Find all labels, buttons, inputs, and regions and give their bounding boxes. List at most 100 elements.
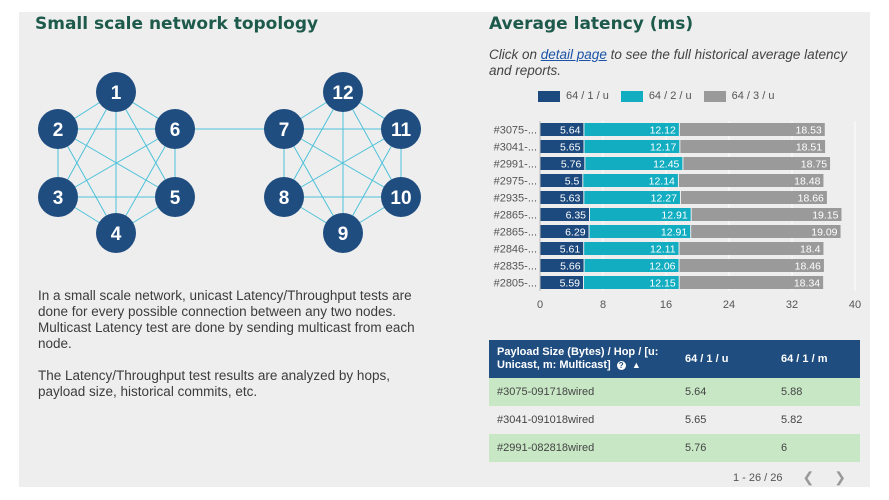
x-tick-label: 16 bbox=[660, 299, 672, 311]
data-label: 18.75 bbox=[801, 159, 827, 171]
latency-table: Payload Size (Bytes) / Hop / [u: Unicast… bbox=[489, 340, 860, 462]
topology-node bbox=[155, 109, 195, 149]
y-tick-label: #2805-... bbox=[494, 278, 537, 290]
data-label: 12.45 bbox=[653, 159, 679, 171]
table-cell: 6 bbox=[781, 442, 788, 454]
x-tick-label: 24 bbox=[723, 299, 735, 311]
topology-edge bbox=[283, 128, 402, 198]
legend-label-2: 64 / 2 / u bbox=[648, 90, 692, 102]
bar-segment bbox=[679, 123, 825, 136]
data-label: 12.91 bbox=[661, 227, 687, 239]
bar-segment bbox=[540, 174, 583, 187]
topology-node-label: 11 bbox=[391, 120, 412, 141]
topology-node bbox=[323, 72, 363, 112]
table-cell: 5.65 bbox=[685, 414, 707, 426]
data-label: 6.29 bbox=[565, 227, 586, 239]
x-tick-label: 32 bbox=[786, 299, 798, 311]
legend-label-1: 64 / 1 / u bbox=[566, 90, 609, 102]
bar-segment bbox=[540, 225, 589, 238]
table-row[interactable]: #2991-082818wired 5.76 6 bbox=[489, 434, 860, 462]
column-header-payload[interactable]: Payload Size (Bytes) / Hop / [u: Unicast… bbox=[489, 346, 677, 372]
topology-node bbox=[96, 72, 136, 112]
bar-segment bbox=[583, 174, 678, 187]
description-paragraph-1: In a small scale network, unicast Latenc… bbox=[38, 288, 415, 351]
topology-node bbox=[155, 177, 195, 217]
data-label: 19.15 bbox=[812, 210, 838, 222]
bar-segment bbox=[691, 225, 841, 238]
y-tick-label: #2865-... bbox=[494, 227, 537, 239]
topology-node-label: 8 bbox=[279, 188, 290, 209]
intro-text: Click on detail page to see the full his… bbox=[489, 47, 864, 79]
bar-segment bbox=[683, 157, 831, 170]
legend-item-series-2[interactable]: 64 / 2 / u bbox=[620, 90, 692, 102]
data-label: 12.06 bbox=[649, 261, 675, 273]
legend-item-series-3[interactable]: 64 / 3 / u bbox=[703, 90, 775, 102]
table-cell: 5.64 bbox=[685, 386, 707, 398]
topology-node-label: 10 bbox=[390, 188, 411, 209]
next-page-icon[interactable]: ❯ bbox=[834, 469, 847, 485]
bar-segment bbox=[584, 276, 679, 289]
description-paragraph-2: The Latency/Throughput test results are … bbox=[38, 368, 390, 399]
topology-node-label: 6 bbox=[170, 120, 181, 141]
y-tick-label: #3075-... bbox=[494, 125, 537, 137]
column-header-payload-label: Payload Size (Bytes) / Hop / [u: Unicast… bbox=[497, 346, 659, 371]
data-label: 18.51 bbox=[796, 142, 822, 154]
data-label: 5.63 bbox=[560, 193, 581, 205]
y-tick-label: #2865-... bbox=[494, 210, 537, 222]
data-label: 5.64 bbox=[560, 125, 581, 137]
data-label: 5.59 bbox=[560, 278, 581, 290]
data-label: 18.48 bbox=[794, 176, 820, 188]
prev-page-icon[interactable]: ❮ bbox=[802, 469, 815, 485]
data-label: 18.66 bbox=[798, 193, 824, 205]
bar-segment bbox=[584, 191, 680, 204]
table-cell: #2991-082818wired bbox=[497, 442, 595, 454]
legend-item-series-1[interactable]: 64 / 1 / u bbox=[538, 90, 609, 102]
detail-page-link[interactable]: detail page bbox=[540, 47, 607, 62]
y-tick-label: #2991-... bbox=[494, 159, 537, 171]
x-tick-label: 40 bbox=[849, 299, 861, 311]
bar-segment bbox=[584, 140, 680, 153]
chart-legend: 64 / 1 / u 64 / 2 / u 64 / 3 / u bbox=[538, 90, 774, 102]
table-cell: #3075-091718wired bbox=[497, 386, 595, 398]
pagination-label: 1 - 26 / 26 bbox=[733, 471, 783, 484]
data-label: 18.4 bbox=[800, 244, 821, 256]
data-label: 5.66 bbox=[560, 261, 581, 273]
topology-node-label: 7 bbox=[279, 120, 290, 141]
data-label: 12.15 bbox=[649, 278, 675, 290]
y-tick-label: #2975-... bbox=[494, 176, 537, 188]
bar-segment bbox=[584, 259, 679, 272]
data-label: 18.46 bbox=[795, 261, 821, 273]
topology-node-label: 1 bbox=[111, 83, 122, 104]
table-cell: 5.76 bbox=[685, 442, 707, 454]
bar-segment bbox=[678, 174, 824, 187]
bar-segment bbox=[680, 191, 827, 204]
legend-label-3: 64 / 3 / u bbox=[731, 90, 775, 102]
table-row[interactable]: #3075-091718wired 5.64 5.88 bbox=[489, 378, 860, 406]
topology-node bbox=[264, 177, 304, 217]
sort-ascending-icon[interactable]: ▲ bbox=[631, 360, 641, 370]
column-header-64-1-m[interactable]: 64 / 1 / m bbox=[781, 353, 828, 365]
column-header-64-1-u[interactable]: 64 / 1 / u bbox=[685, 353, 729, 365]
intro-prefix: Click on bbox=[489, 47, 541, 62]
table-cell: #3041-091018wired bbox=[497, 414, 595, 426]
table-cell: 5.82 bbox=[781, 414, 803, 426]
bar-segment bbox=[584, 123, 679, 136]
latency-title: Average latency (ms) bbox=[489, 14, 694, 34]
help-icon[interactable]: ? bbox=[616, 360, 626, 370]
y-tick-label: #3041-... bbox=[494, 142, 537, 154]
bar-segment bbox=[540, 276, 584, 289]
y-tick-label: #2835-... bbox=[494, 261, 537, 273]
legend-swatch-1 bbox=[538, 90, 560, 102]
bar-segment bbox=[679, 242, 824, 255]
x-tick-label: 8 bbox=[600, 299, 606, 311]
topology-node-label: 3 bbox=[53, 188, 64, 209]
topology-node-label: 9 bbox=[338, 224, 349, 245]
table-row[interactable]: #3041-091018wired 5.65 5.82 bbox=[489, 406, 860, 434]
data-label: 18.34 bbox=[794, 278, 820, 290]
topology-node bbox=[96, 213, 136, 253]
data-label: 12.12 bbox=[650, 125, 676, 137]
topology-node-label: 4 bbox=[111, 224, 122, 245]
bar-segment bbox=[540, 208, 590, 221]
data-label: 5.65 bbox=[560, 142, 581, 154]
